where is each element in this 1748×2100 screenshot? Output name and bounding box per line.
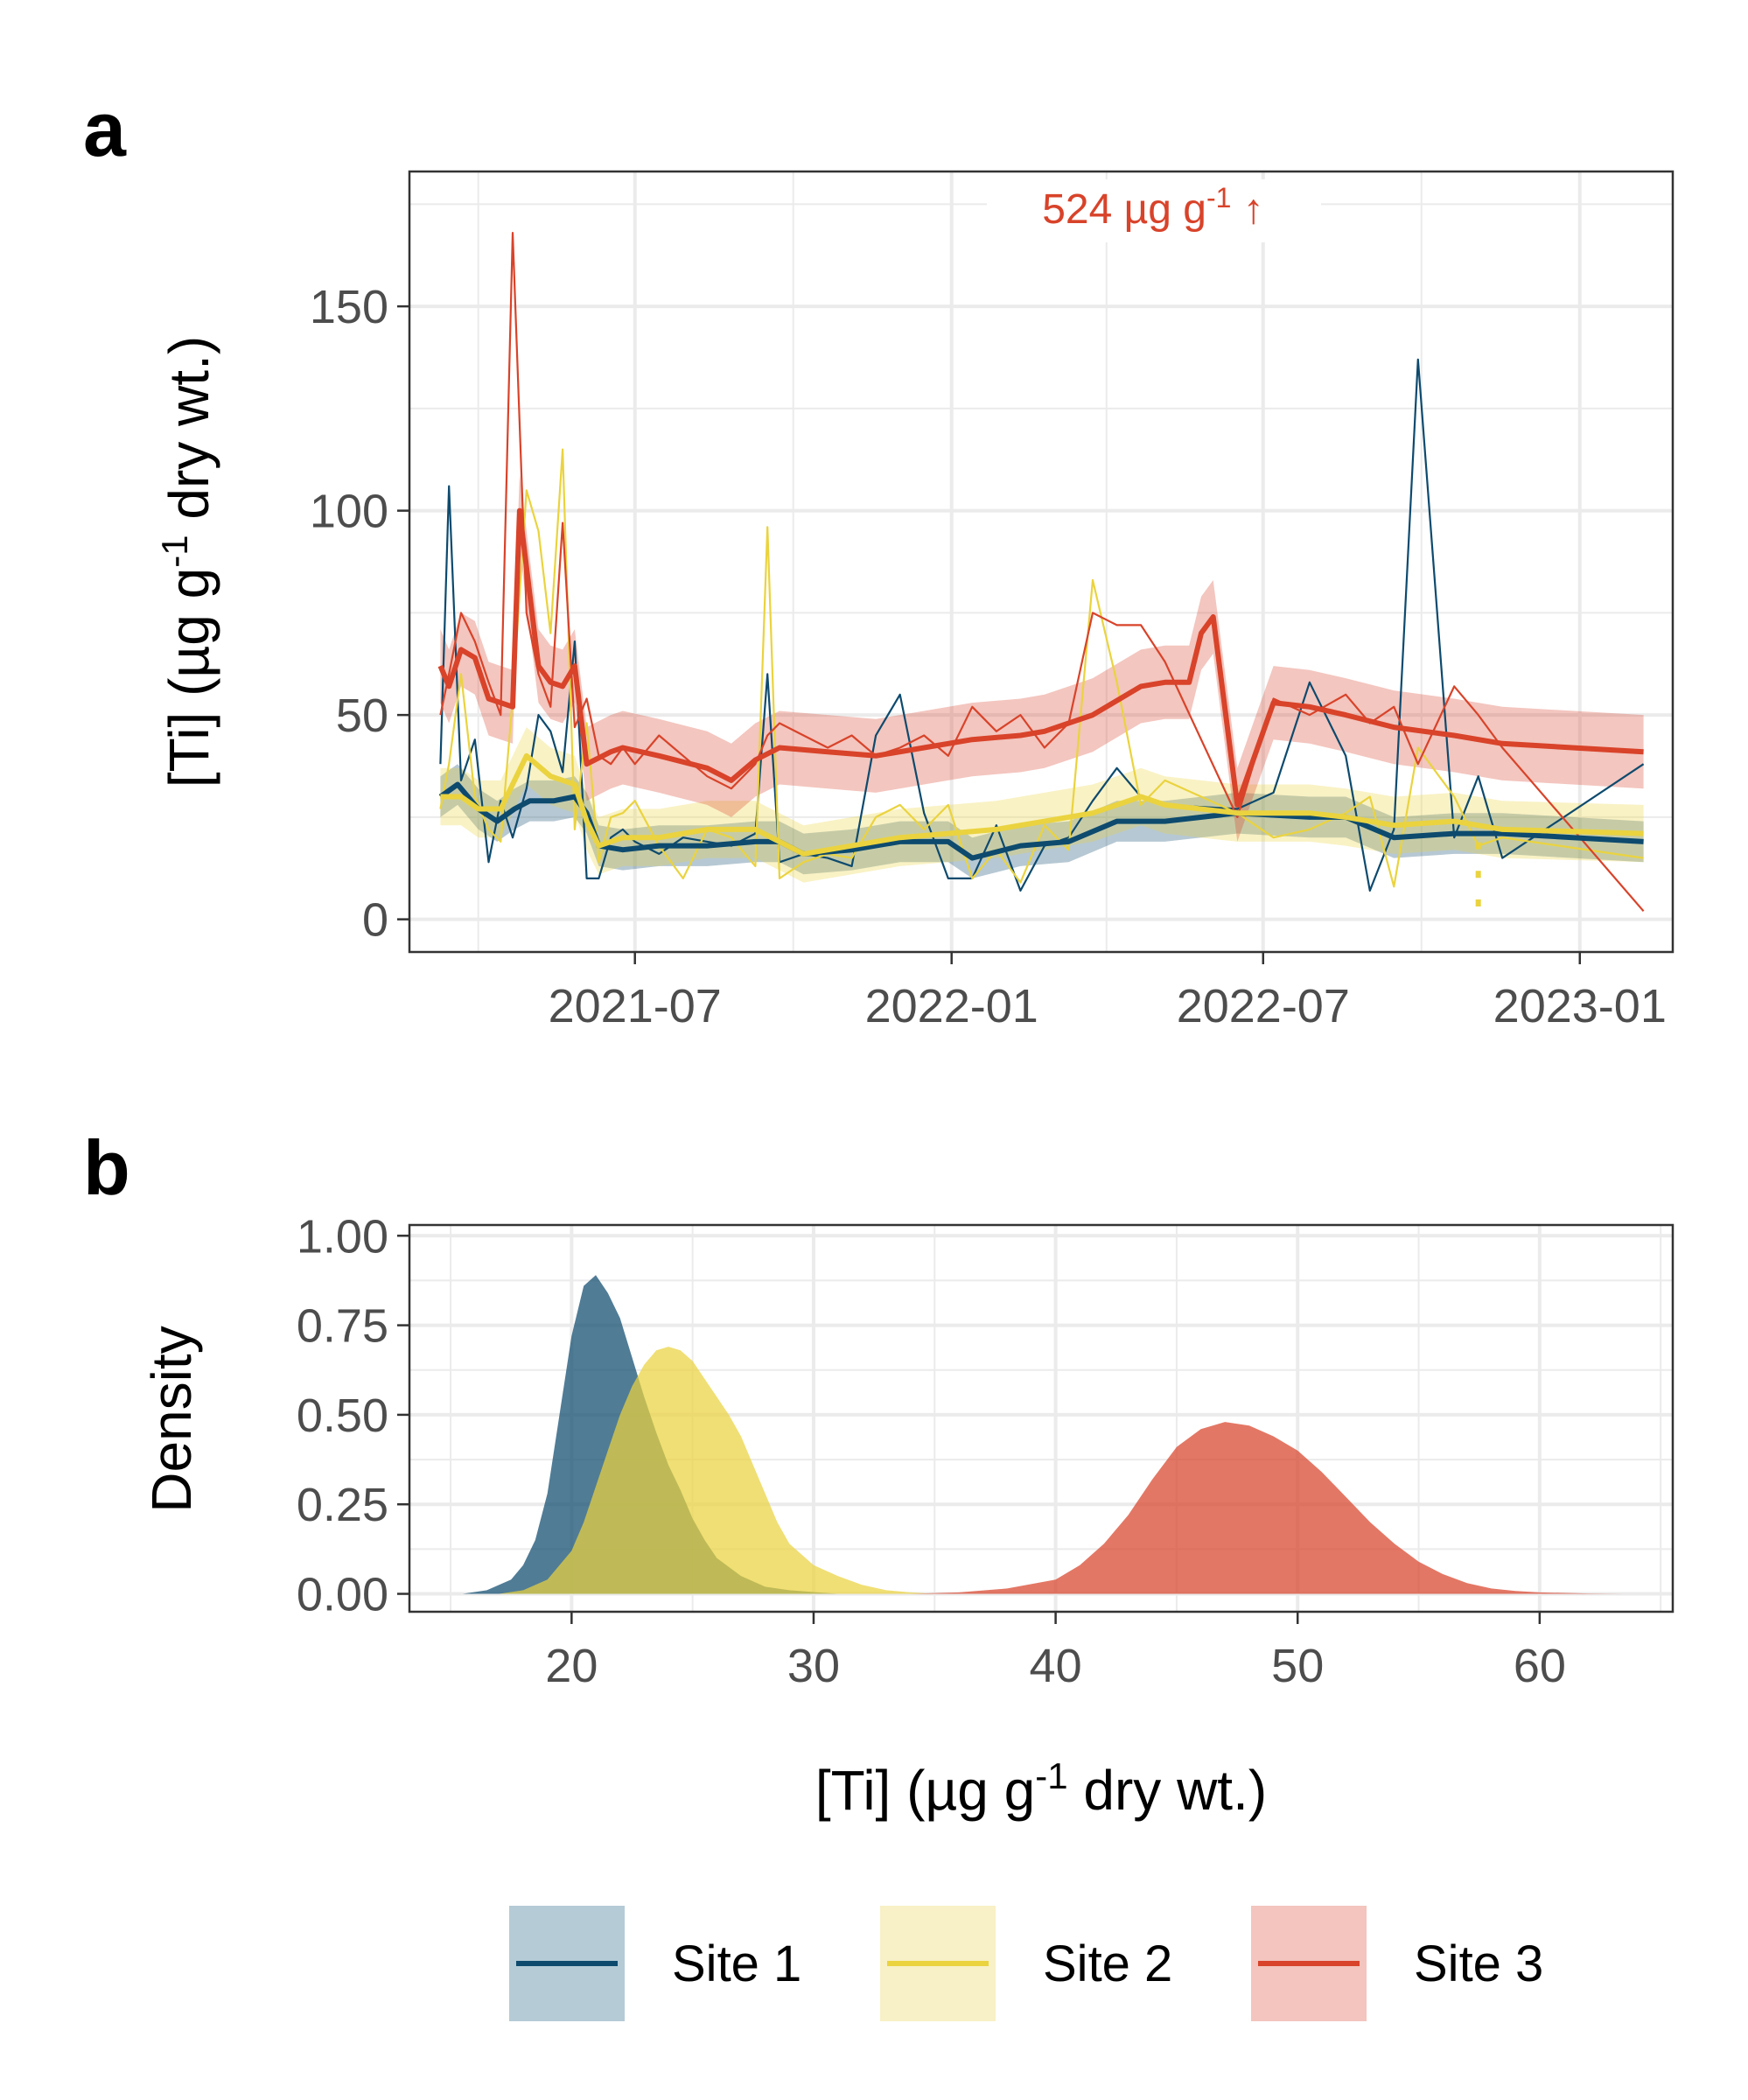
outlier-mark [1475,871,1481,878]
panel-b-xlabel: [Ti] (µg g-1 dry wt.) [815,1755,1267,1822]
panel-b: 0.00 0.25 0.50 0.75 1.00 20 30 40 50 60 Density [… [140,1210,1675,1822]
legend-label-site-1: Site 1 [672,1936,801,1992]
panel-a-extras [1475,842,1481,906]
annotation: 524 µg g-1 ↑ [987,179,1321,242]
panel-b-xlabel-sup: -1 [1035,1755,1067,1796]
x-tick-label: 60 [1514,1640,1566,1692]
panel-a-frame [408,170,1675,954]
legend: Site 1 Site 2 Site 3 [509,1906,1543,2021]
annotation-label: 524 µg g-1 ↑ [1042,182,1264,233]
x-tick-label: 40 [1030,1640,1082,1692]
legend-label-site-2: Site 2 [1043,1936,1172,1992]
y-tick-label: 0 [362,894,388,947]
legend-label-site-3: Site 3 [1414,1936,1543,1992]
outlier-mark [1475,899,1481,906]
panel-b-ylabel: Density [140,1326,203,1512]
x-tick-label: 2022-07 [1177,980,1350,1032]
density-site-2 [499,1347,935,1594]
annotation-sup: -1 [1206,182,1231,214]
x-tick-label: 2021-07 [549,980,722,1032]
smooth-line-site-2 [440,752,1644,857]
y-tick-label: 0.25 [297,1479,388,1531]
annotation-background [987,179,1321,242]
panel-a-ylabel-suffix: dry wt.) [157,336,220,536]
y-tick-label: 50 [336,690,388,742]
x-tick-label: 20 [545,1640,598,1692]
y-tick-label: 1.00 [297,1210,388,1263]
panel-b-frame [408,1223,1675,1614]
raw-line-site-3 [439,232,1645,913]
panel-a-smooth-lines [437,508,1644,861]
x-tick-label: 2023-01 [1493,980,1667,1032]
y-tick-label: 0.75 [297,1300,388,1353]
panel-label-b: b [83,1124,130,1211]
density-site-3 [910,1422,1625,1594]
x-tick-label: 50 [1271,1640,1324,1692]
panel-a-ylabel-base: [Ti] (µg g [157,568,220,788]
panel-b-xlabel-base: [Ti] (µg g [815,1759,1035,1822]
legend-item-site-1: Site 1 [509,1906,801,2021]
panel-b-axes: 0.00 0.25 0.50 0.75 1.00 20 30 40 50 60 [297,1210,1566,1692]
x-tick-label: 2022-01 [865,980,1038,1032]
annotation-suffix: ↑ [1231,186,1263,233]
panel-label-a: a [83,86,127,172]
panel-a-ylabel: [Ti] (µg g-1 dry wt.) [154,336,220,788]
panel-a: 0 50 100 150 2021-07 2022-01 2022-07 2023-01 52… [154,170,1675,1032]
raw-line-site-1 [439,358,1645,892]
legend-item-site-2: Site 2 [880,1906,1172,2021]
y-tick-label: 150 [310,281,388,333]
x-tick-label: 30 [787,1640,840,1692]
smooth-line-site-3 [437,508,1644,808]
annotation-base: 524 µg g [1042,186,1206,233]
y-tick-label: 100 [310,486,388,538]
outlier-mark [1475,842,1481,850]
panel-a-ylabel-sup: -1 [154,535,195,567]
panel-a-axes: 0 50 100 150 2021-07 2022-01 2022-07 2023-01 [310,281,1667,1032]
legend-item-site-3: Site 3 [1251,1906,1543,2021]
panel-a-grid [409,172,1673,952]
panel-b-densities [462,1275,1625,1594]
panel-b-xlabel-suffix: dry wt.) [1068,1759,1268,1822]
y-tick-label: 0.00 [297,1569,388,1621]
y-tick-label: 0.50 [297,1390,388,1442]
